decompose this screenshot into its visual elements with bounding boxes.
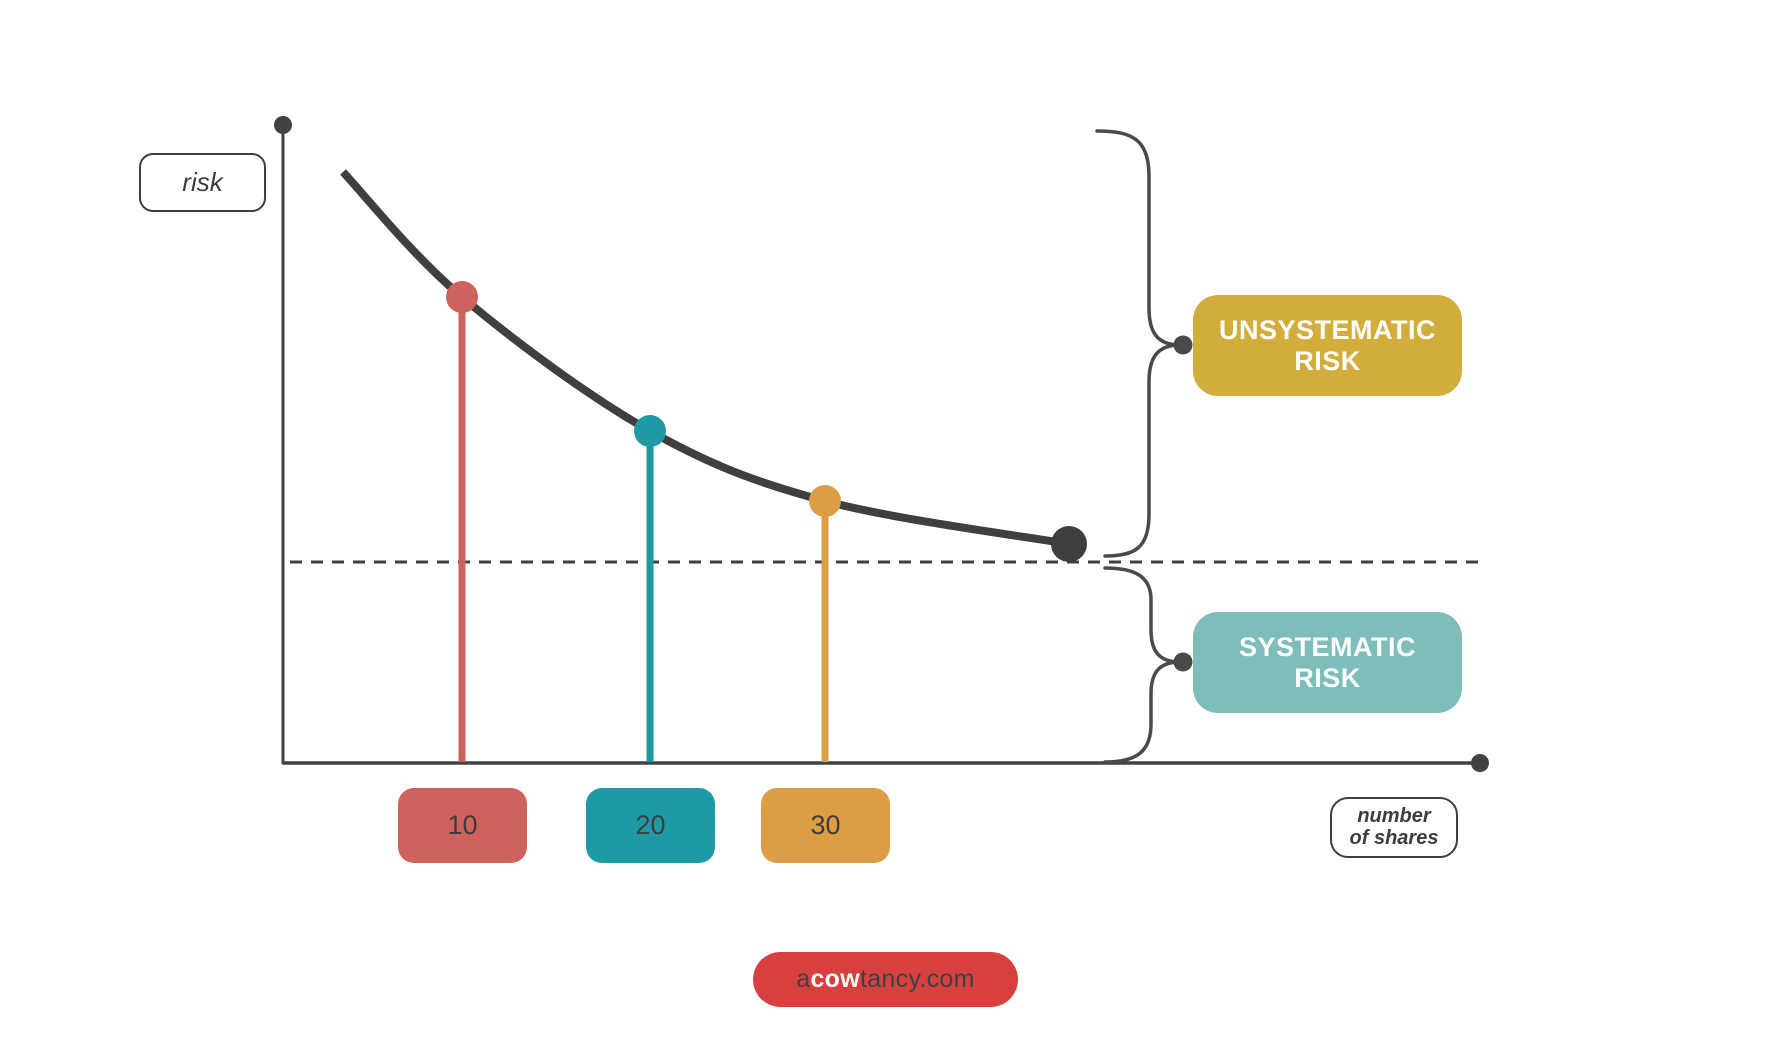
share-marker-20: 20 [586, 788, 715, 863]
y-axis-top-dot [274, 116, 292, 134]
share-marker-label: 20 [635, 810, 666, 840]
unsystematic-risk-line2: RISK [1294, 345, 1361, 376]
acowtancy-logo: a cow tancy.com [753, 952, 1018, 1007]
logo-suffix: tancy.com [859, 965, 975, 993]
share-marker-10: 10 [398, 788, 527, 863]
share-marker-label: 30 [810, 810, 841, 840]
share-marker-label: 10 [447, 810, 478, 840]
x-axis-end-dot [1471, 754, 1489, 772]
y-axis-label-text: risk [182, 167, 223, 197]
systematic-risk-line2: RISK [1294, 662, 1361, 693]
curve-end-dot [1051, 526, 1087, 562]
logo-highlight: cow [810, 965, 860, 993]
y-axis-label-risk: risk [139, 153, 266, 212]
systematic-brace [1103, 566, 1181, 764]
x-axis-label-number-of-shares: number of shares [1330, 797, 1458, 858]
x-axis-label-line2: of shares [1349, 826, 1439, 849]
unsystematic-brace-dot [1173, 335, 1193, 355]
systematic-risk-badge: SYSTEMATIC RISK [1193, 612, 1462, 713]
unsystematic-brace [1095, 129, 1181, 558]
total-risk-curve [340, 169, 1070, 548]
marker-dot-10 [446, 281, 478, 313]
unsystematic-risk-badge: UNSYSTEMATIC RISK [1193, 295, 1462, 396]
unsystematic-risk-line1: UNSYSTEMATIC [1218, 315, 1436, 346]
x-axis-label-line1: number [1357, 804, 1431, 827]
systematic-brace-dot [1173, 652, 1193, 672]
logo-prefix: a [796, 965, 811, 993]
share-marker-30: 30 [761, 788, 890, 863]
systematic-risk-line1: SYSTEMATIC [1238, 632, 1416, 663]
marker-dot-20 [634, 415, 666, 447]
marker-dot-30 [809, 485, 841, 517]
